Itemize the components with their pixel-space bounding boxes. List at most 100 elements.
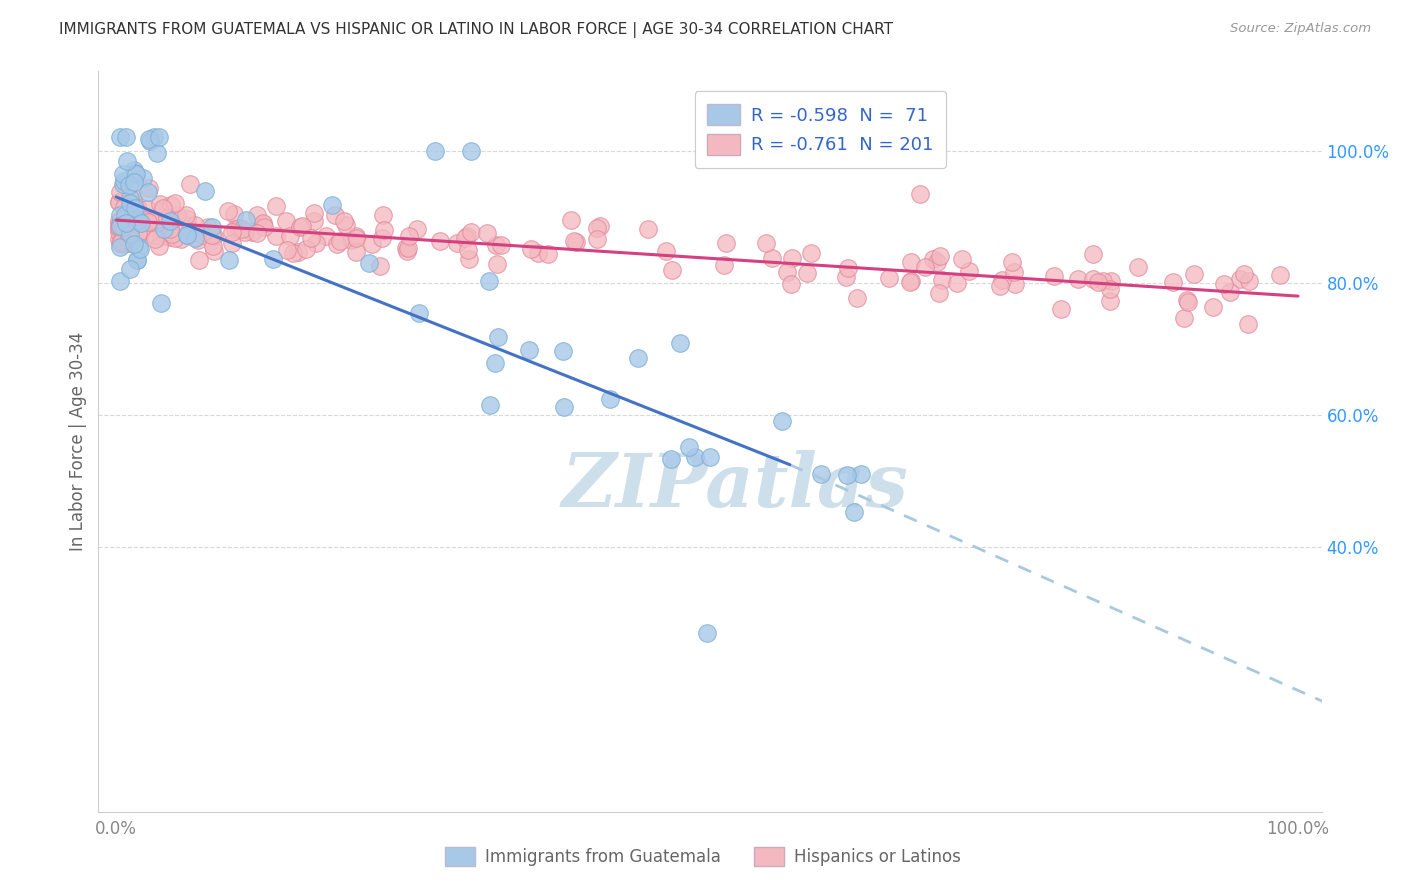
- Point: [246, 209, 269, 223]
- Point: [321, 197, 343, 211]
- Point: [526, 245, 548, 260]
- Point: [457, 252, 479, 266]
- Point: [122, 237, 145, 252]
- Point: [1268, 268, 1291, 283]
- Point: [179, 178, 201, 192]
- Point: [370, 259, 392, 273]
- Point: [655, 244, 678, 258]
- Point: [134, 210, 156, 224]
- Point: [491, 237, 513, 252]
- Point: [201, 219, 224, 234]
- Point: [107, 218, 129, 232]
- Point: [125, 167, 148, 181]
- Point: [187, 233, 209, 247]
- Point: [800, 245, 823, 260]
- Point: [1233, 267, 1256, 281]
- Point: [699, 450, 721, 465]
- Point: [776, 265, 799, 279]
- Point: [520, 242, 543, 256]
- Point: [562, 234, 585, 248]
- Point: [276, 214, 298, 228]
- Point: [108, 220, 131, 235]
- Point: [395, 244, 418, 259]
- Point: [163, 196, 186, 211]
- Point: [110, 212, 132, 227]
- Point: [160, 198, 183, 212]
- Point: [139, 134, 162, 148]
- Point: [446, 235, 468, 250]
- Point: [295, 242, 318, 256]
- Point: [197, 220, 219, 235]
- Point: [1098, 282, 1121, 296]
- Point: [217, 203, 239, 218]
- Point: [713, 258, 735, 272]
- Point: [252, 216, 274, 230]
- Point: [478, 274, 501, 288]
- Point: [460, 144, 482, 158]
- Point: [145, 216, 167, 230]
- Text: ZIPatlas: ZIPatlas: [561, 450, 908, 522]
- Point: [125, 253, 148, 268]
- Point: [124, 166, 146, 180]
- Point: [585, 232, 607, 246]
- Point: [117, 154, 139, 169]
- Point: [118, 227, 141, 241]
- Point: [166, 208, 188, 222]
- Point: [142, 228, 165, 243]
- Point: [120, 227, 142, 241]
- Point: [1161, 275, 1184, 289]
- Point: [176, 219, 198, 233]
- Point: [112, 178, 135, 192]
- Point: [1177, 294, 1199, 309]
- Point: [950, 252, 973, 266]
- Point: [233, 225, 256, 239]
- Point: [108, 214, 131, 228]
- Point: [149, 228, 172, 243]
- Point: [112, 223, 135, 237]
- Point: [112, 174, 135, 188]
- Point: [136, 202, 159, 216]
- Point: [107, 194, 129, 209]
- Point: [429, 235, 451, 249]
- Point: [129, 226, 152, 240]
- Point: [129, 216, 152, 230]
- Point: [927, 254, 949, 268]
- Point: [122, 202, 145, 216]
- Point: [136, 185, 159, 199]
- Point: [302, 206, 325, 220]
- Point: [373, 222, 395, 236]
- Point: [127, 202, 149, 216]
- Point: [108, 209, 131, 223]
- Point: [340, 233, 363, 247]
- Point: [176, 227, 198, 242]
- Point: [486, 330, 509, 344]
- Point: [143, 213, 166, 227]
- Point: [235, 213, 257, 227]
- Point: [118, 213, 141, 227]
- Point: [156, 214, 179, 228]
- Point: [159, 221, 181, 235]
- Y-axis label: In Labor Force | Age 30-34: In Labor Force | Age 30-34: [69, 332, 87, 551]
- Point: [184, 218, 207, 232]
- Point: [114, 216, 136, 230]
- Point: [454, 231, 477, 245]
- Point: [124, 201, 146, 215]
- Point: [477, 226, 499, 240]
- Text: IMMIGRANTS FROM GUATEMALA VS HISPANIC OR LATINO IN LABOR FORCE | AGE 30-34 CORRE: IMMIGRANTS FROM GUATEMALA VS HISPANIC OR…: [59, 22, 893, 38]
- Point: [262, 252, 284, 266]
- Point: [202, 239, 225, 253]
- Point: [1202, 300, 1225, 314]
- Point: [1173, 311, 1195, 326]
- Point: [264, 199, 287, 213]
- Point: [122, 163, 145, 178]
- Point: [1081, 247, 1104, 261]
- Point: [846, 292, 869, 306]
- Point: [1067, 271, 1090, 285]
- Point: [107, 221, 129, 235]
- Point: [228, 220, 250, 235]
- Point: [589, 219, 612, 233]
- Point: [659, 452, 682, 467]
- Point: [914, 260, 936, 274]
- Point: [118, 200, 141, 214]
- Point: [344, 245, 367, 260]
